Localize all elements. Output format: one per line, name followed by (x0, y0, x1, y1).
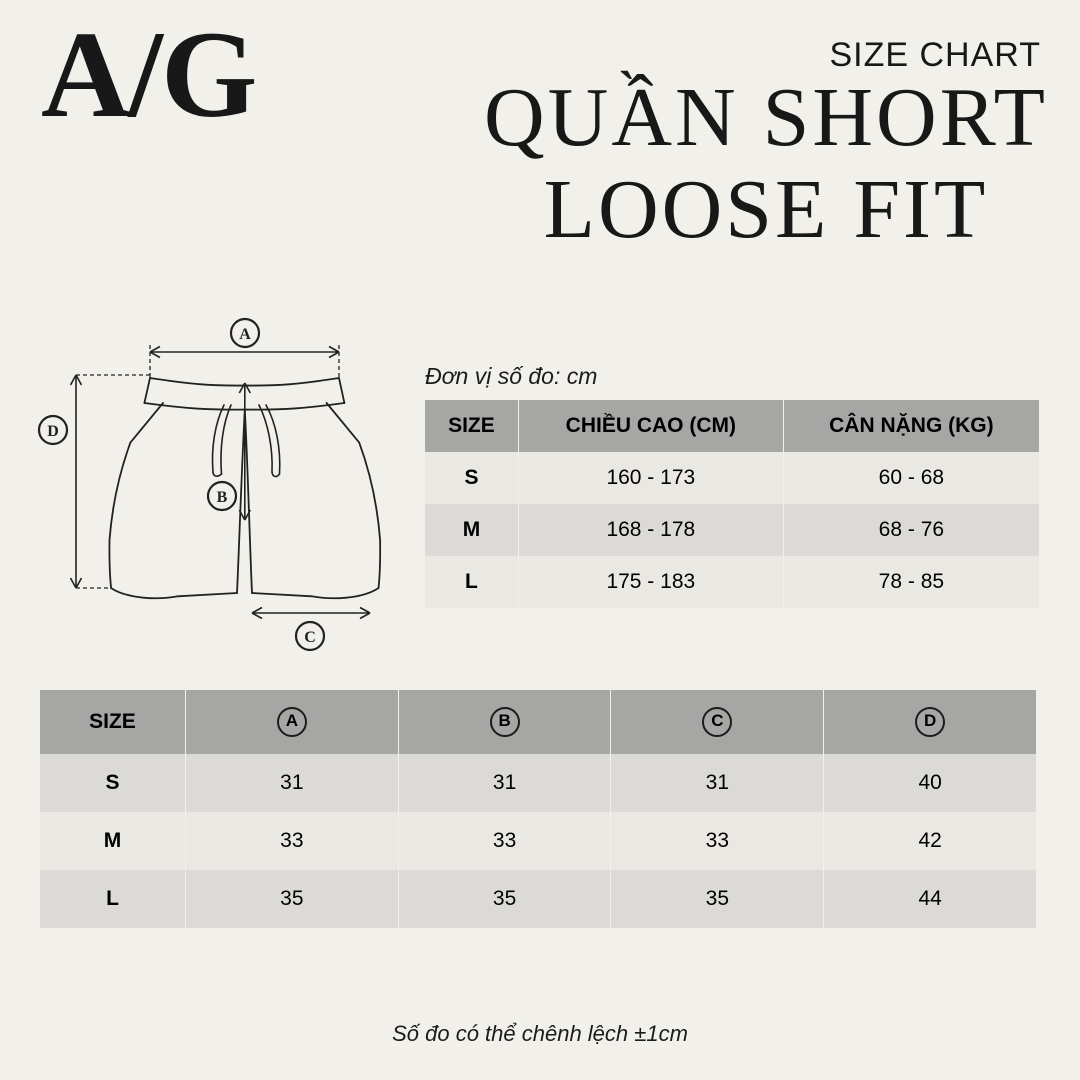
svg-text:A: A (239, 326, 251, 343)
svg-text:B: B (217, 489, 228, 506)
svg-text:D: D (47, 423, 59, 440)
svg-text:C: C (304, 629, 316, 646)
